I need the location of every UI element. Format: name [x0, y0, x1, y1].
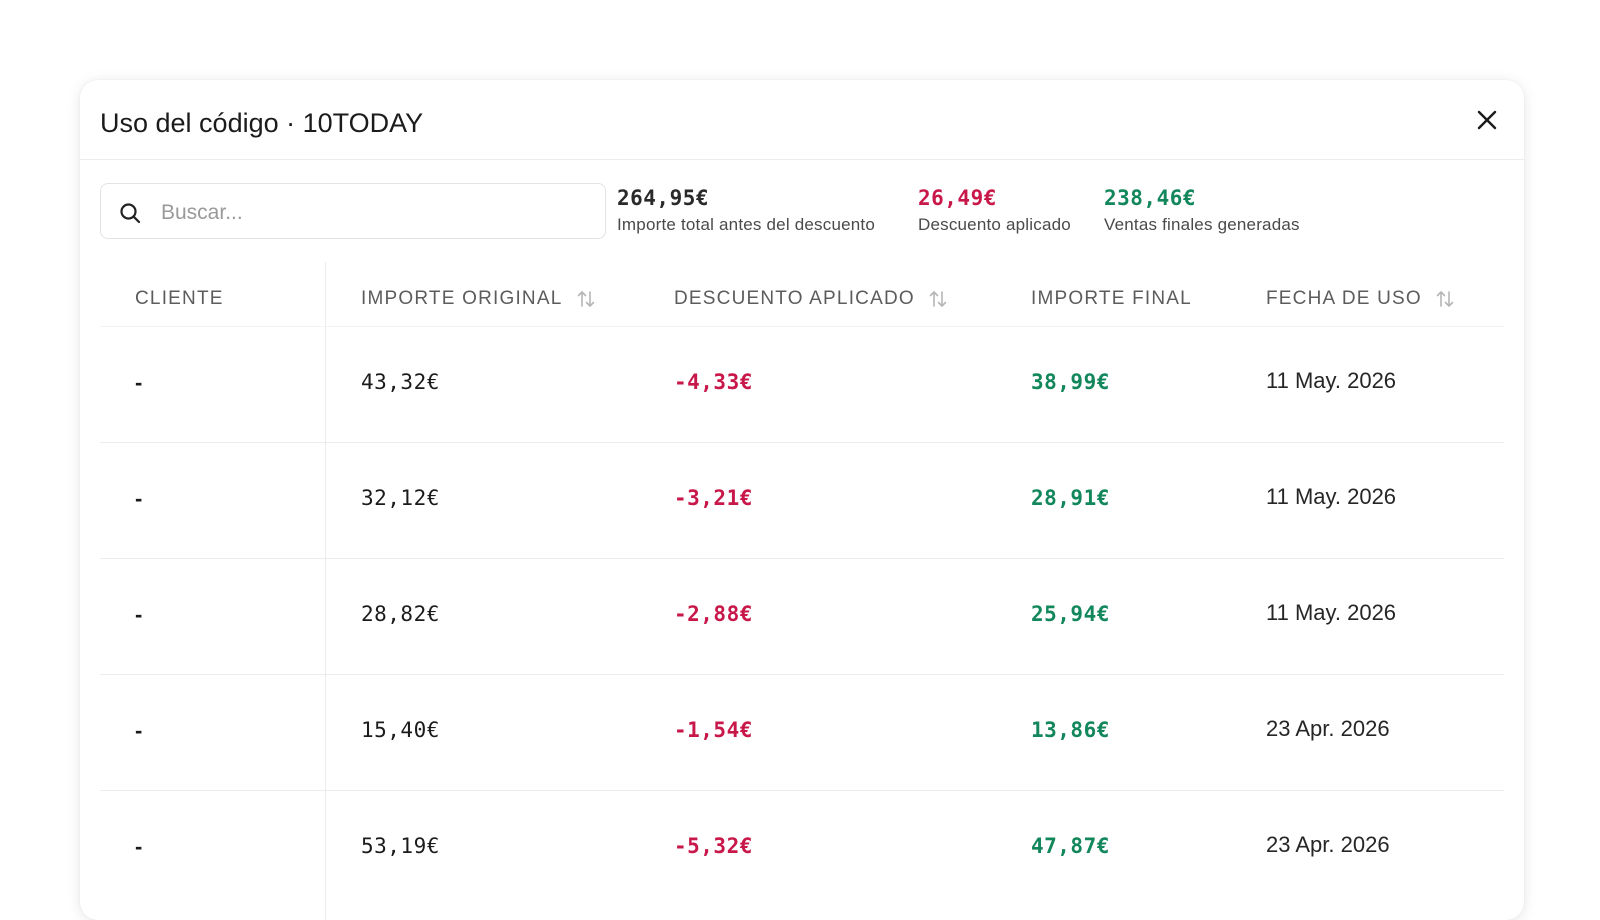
cell-final-amount: 38,99€ — [1031, 370, 1110, 394]
modal-header: Uso del código · 10TODAY — [80, 80, 1524, 160]
table-row[interactable]: - 53,19€ -5,32€ 47,87€ 23 Apr. 2026 — [100, 791, 1504, 907]
table-row[interactable]: - 28,82€ -2,88€ 25,94€ 11 May. 2026 — [100, 559, 1504, 675]
search-input[interactable] — [159, 194, 593, 232]
stat-discount-applied: 26,49€ Descuento aplicado — [918, 185, 1071, 235]
cell-date: 11 May. 2026 — [1266, 600, 1397, 625]
sort-arrows-icon[interactable] — [927, 288, 949, 310]
row-separator — [100, 558, 1504, 559]
sort-arrows-icon[interactable] — [1434, 288, 1456, 310]
column-header-label: CLIENTE — [135, 288, 224, 309]
cell-client: - — [135, 370, 143, 395]
cell-date: 11 May. 2026 — [1266, 368, 1397, 393]
column-header-label: FECHA DE USO — [1266, 288, 1422, 309]
stat-value: 238,46€ — [1104, 186, 1197, 210]
row-separator — [100, 442, 1504, 443]
stat-label: Ventas finales generadas — [1104, 215, 1300, 234]
table-row[interactable]: - 15,40€ -1,54€ 13,86€ 23 Apr. 2026 — [100, 675, 1504, 791]
cell-final-amount: 25,94€ — [1031, 602, 1110, 626]
column-header-label: IMPORTE ORIGINAL — [361, 288, 563, 309]
cell-original-amount: 53,19€ — [361, 834, 440, 858]
column-header-discount[interactable]: DESCUENTO APLICADO — [674, 288, 949, 310]
sort-arrows-icon[interactable] — [575, 288, 597, 310]
column-header-original[interactable]: IMPORTE ORIGINAL — [361, 288, 597, 310]
table-row[interactable]: - 32,12€ -3,21€ 28,91€ 11 May. 2026 — [100, 443, 1504, 559]
cell-discount: -3,21€ — [674, 486, 753, 510]
close-icon — [1477, 110, 1497, 130]
search-box[interactable] — [100, 183, 606, 239]
usage-table: CLIENTE IMPORTE ORIGINAL DESCUENTO APLIC… — [100, 262, 1504, 920]
cell-date: 23 Apr. 2026 — [1266, 832, 1390, 857]
table-row[interactable]: - 43,32€ -4,33€ 38,99€ 11 May. 2026 — [100, 327, 1504, 443]
cell-discount: -4,33€ — [674, 370, 753, 394]
column-header-final: IMPORTE FINAL — [1031, 288, 1192, 310]
cell-original-amount: 32,12€ — [361, 486, 440, 510]
row-separator — [100, 790, 1504, 791]
cell-date: 11 May. 2026 — [1266, 484, 1397, 509]
column-header-label: DESCUENTO APLICADO — [674, 288, 915, 309]
column-divider — [325, 262, 326, 920]
cell-original-amount: 28,82€ — [361, 602, 440, 626]
cell-final-amount: 13,86€ — [1031, 718, 1110, 742]
cell-client: - — [135, 834, 143, 859]
stat-value: 26,49€ — [918, 186, 997, 210]
column-header-label: IMPORTE FINAL — [1031, 288, 1192, 309]
code-usage-modal: Uso del código · 10TODAY 264,95€ Importe… — [80, 80, 1524, 920]
stat-label: Descuento aplicado — [918, 215, 1071, 234]
header-separator — [100, 326, 1504, 327]
cell-date: 23 Apr. 2026 — [1266, 716, 1390, 741]
cell-final-amount: 28,91€ — [1031, 486, 1110, 510]
cell-discount: -5,32€ — [674, 834, 753, 858]
column-header-client: CLIENTE — [135, 288, 224, 310]
cell-client: - — [135, 602, 143, 627]
modal-title: Uso del código · 10TODAY — [100, 108, 424, 138]
cell-original-amount: 43,32€ — [361, 370, 440, 394]
stat-label: Importe total antes del descuento — [617, 215, 875, 234]
stat-total-before-discount: 264,95€ Importe total antes del descuent… — [617, 185, 875, 235]
stat-value: 264,95€ — [617, 186, 710, 210]
stat-final-sales: 238,46€ Ventas finales generadas — [1104, 185, 1300, 235]
cell-client: - — [135, 718, 143, 743]
cell-discount: -1,54€ — [674, 718, 753, 742]
close-button[interactable] — [1471, 104, 1503, 136]
column-header-date[interactable]: FECHA DE USO — [1266, 288, 1456, 310]
cell-client: - — [135, 486, 143, 511]
cell-discount: -2,88€ — [674, 602, 753, 626]
search-icon — [120, 203, 141, 224]
cell-original-amount: 15,40€ — [361, 718, 440, 742]
row-separator — [100, 674, 1504, 675]
cell-final-amount: 47,87€ — [1031, 834, 1110, 858]
